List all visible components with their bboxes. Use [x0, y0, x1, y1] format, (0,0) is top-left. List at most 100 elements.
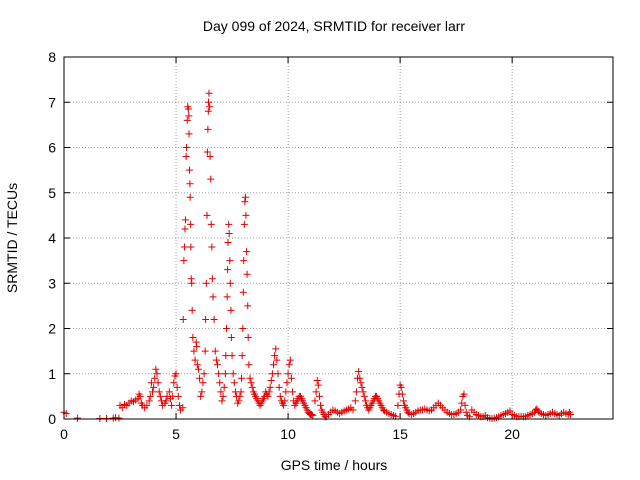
- data-point: [208, 243, 216, 251]
- data-point: [185, 112, 193, 120]
- data-point: [211, 347, 219, 355]
- data-point: [242, 211, 250, 219]
- data-points: [60, 89, 574, 423]
- data-point: [222, 352, 230, 360]
- data-point: [201, 347, 209, 355]
- data-point: [286, 356, 294, 364]
- data-point: [115, 414, 123, 422]
- data-point: [183, 144, 191, 151]
- data-point: [461, 401, 469, 409]
- data-point: [357, 379, 365, 387]
- data-point: [205, 89, 213, 97]
- data-point: [183, 116, 191, 124]
- data-point: [188, 279, 196, 287]
- data-point: [156, 392, 164, 400]
- data-point: [181, 216, 189, 224]
- data-point: [359, 388, 367, 396]
- data-point: [235, 397, 243, 405]
- data-point: [194, 365, 202, 373]
- data-point: [266, 383, 274, 391]
- data-point: [206, 153, 214, 161]
- data-point: [225, 220, 233, 228]
- data-point: [242, 193, 250, 201]
- data-point: [145, 397, 153, 405]
- data-point: [506, 407, 514, 415]
- data-point: [237, 388, 245, 396]
- data-point: [311, 397, 319, 405]
- data-point: [240, 220, 248, 228]
- x-tick-label: 0: [60, 426, 68, 442]
- data-point: [181, 225, 189, 233]
- data-point: [315, 392, 323, 400]
- data-point: [349, 406, 357, 414]
- data-point: [203, 148, 211, 156]
- data-point: [244, 334, 252, 342]
- data-point: [174, 392, 182, 400]
- data-point: [182, 153, 190, 161]
- data-point: [173, 383, 181, 391]
- data-point: [151, 374, 159, 382]
- data-point: [275, 383, 283, 391]
- data-point: [352, 388, 360, 396]
- data-point: [208, 275, 216, 283]
- data-point: [162, 397, 170, 405]
- data-point: [143, 401, 151, 409]
- data-point: [273, 356, 281, 364]
- data-point: [209, 293, 217, 301]
- data-point: [205, 98, 213, 106]
- data-point: [186, 193, 194, 201]
- data-point: [394, 401, 402, 409]
- data-point: [272, 345, 280, 353]
- data-point: [317, 401, 325, 409]
- y-tick-label: 7: [48, 94, 56, 110]
- data-point: [358, 383, 366, 391]
- data-point: [199, 379, 207, 387]
- data-point: [203, 211, 211, 219]
- data-point: [153, 370, 161, 378]
- data-point: [197, 392, 205, 400]
- data-point: [210, 315, 218, 323]
- data-point: [244, 302, 252, 310]
- data-point: [207, 175, 215, 183]
- data-point: [186, 180, 194, 188]
- data-point: [399, 397, 407, 405]
- data-point: [245, 361, 253, 369]
- y-tick-label: 8: [48, 49, 56, 65]
- data-point: [198, 388, 206, 396]
- data-point: [168, 401, 176, 409]
- data-point: [193, 361, 201, 369]
- data-point: [237, 374, 245, 382]
- data-point: [226, 279, 234, 287]
- data-point: [213, 361, 221, 369]
- axes: 0 1 2 3 4 5 6 7 8 0 5 10 15 20: [48, 49, 613, 442]
- data-point: [308, 410, 316, 418]
- data-point: [239, 325, 247, 332]
- data-point: [200, 370, 208, 378]
- data-point: [280, 401, 288, 409]
- data-point: [170, 379, 178, 387]
- data-point: [226, 257, 234, 265]
- data-point: [218, 397, 226, 405]
- data-point: [216, 379, 224, 387]
- y-tick-label: 3: [48, 275, 56, 291]
- data-point: [282, 388, 290, 396]
- data-point: [351, 397, 359, 405]
- data-point: [165, 388, 173, 396]
- data-point: [155, 388, 163, 396]
- data-point: [240, 257, 248, 265]
- data-point: [196, 374, 204, 382]
- data-point: [247, 379, 255, 387]
- y-tick-label: 5: [48, 185, 56, 201]
- data-point: [566, 410, 574, 418]
- y-tick-label: 2: [48, 321, 56, 337]
- data-point: [264, 392, 272, 400]
- data-point: [361, 397, 369, 405]
- data-point: [460, 390, 468, 398]
- data-point: [150, 383, 158, 391]
- data-point: [314, 381, 322, 389]
- data-point: [360, 392, 368, 400]
- data-point: [184, 105, 192, 113]
- data-point: [202, 279, 210, 287]
- data-point: [212, 356, 220, 364]
